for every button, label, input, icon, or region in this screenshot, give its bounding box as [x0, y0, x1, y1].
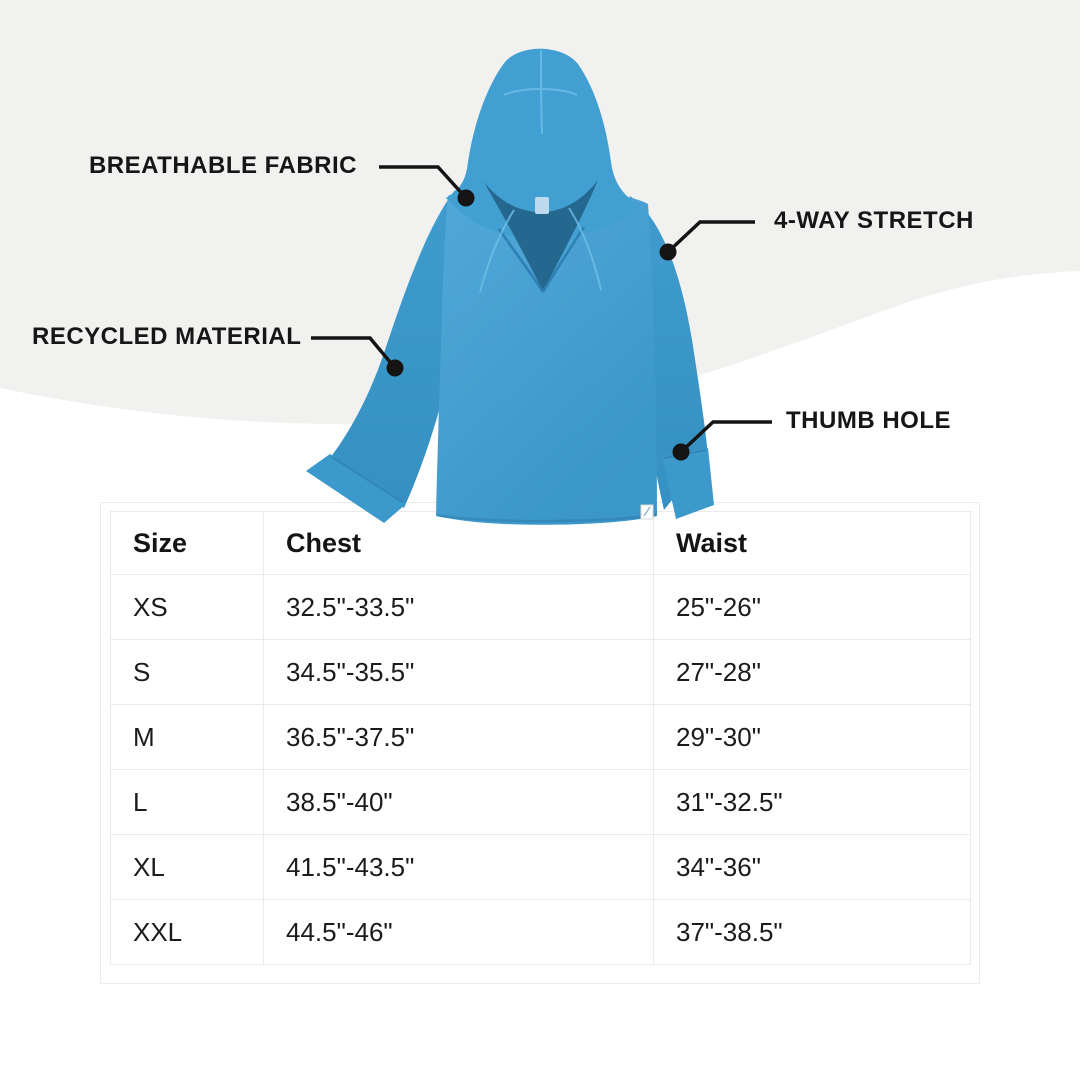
callout-connectors: [311, 165, 772, 454]
callout-dot-four-way-stretch: [659, 243, 677, 261]
neck-tag: [535, 197, 549, 214]
waist-cell: 27"-28": [653, 639, 971, 705]
table-row: S 34.5"-35.5" 27"-28": [110, 639, 971, 705]
waist-cell: 34"-36": [653, 834, 971, 900]
table-row: XXL 44.5"-46" 37"-38.5": [110, 899, 971, 965]
callout-dots: [386, 189, 690, 461]
table-row: XS 32.5"-33.5" 25"-26": [110, 574, 971, 640]
size-chart-table: Size Chest Waist XS 32.5"-33.5" 25"-26" …: [110, 511, 971, 965]
hoodie-body: [436, 187, 657, 525]
callout-line-recycled-material: [311, 336, 397, 370]
right-cuff-seam: [663, 449, 707, 459]
callout-dot-thumb-hole: [672, 443, 690, 461]
hoodie-left-sleeve: [330, 190, 470, 508]
chest-cell: 41.5"-43.5": [263, 834, 654, 900]
callout-line-breathable-fabric: [379, 165, 468, 200]
hood-opening-shadow: [484, 180, 598, 292]
size-cell: XXL: [110, 899, 264, 965]
size-cell: M: [110, 704, 264, 770]
chest-cell: 36.5"-37.5": [263, 704, 654, 770]
left-cuff-seam: [331, 456, 403, 503]
size-chart-card: Size Chest Waist XS 32.5"-33.5" 25"-26" …: [100, 502, 980, 984]
waist-cell: 25"-26": [653, 574, 971, 640]
callout-line-four-way-stretch: [666, 220, 755, 254]
table-row: XL 41.5"-43.5" 34"-36": [110, 834, 971, 900]
callout-label-four-way-stretch: 4-WAY STRETCH: [774, 207, 974, 234]
waist-cell: 29"-30": [653, 704, 971, 770]
chest-cell: 44.5"-46": [263, 899, 654, 965]
callout-dot-breathable-fabric: [457, 189, 475, 207]
callout-label-thumb-hole: THUMB HOLE: [786, 407, 951, 434]
hoodie-product-image: [306, 48, 714, 525]
size-cell: XS: [110, 574, 264, 640]
hoodie-right-sleeve: [626, 196, 708, 510]
table-row: M 36.5"-37.5" 29"-30": [110, 704, 971, 770]
size-cell: XL: [110, 834, 264, 900]
size-cell: S: [110, 639, 264, 705]
neck-crossover-seams: [497, 226, 586, 293]
callout-label-recycled-material: RECYCLED MATERIAL: [32, 323, 302, 350]
chest-cell: 38.5"-40": [263, 769, 654, 835]
column-header-waist: Waist: [653, 511, 971, 575]
size-chart-header-row: Size Chest Waist: [110, 511, 971, 575]
size-cell: L: [110, 769, 264, 835]
callout-line-thumb-hole: [679, 420, 772, 454]
callout-dot-recycled-material: [386, 359, 404, 377]
column-header-size: Size: [110, 511, 264, 575]
callout-label-breathable-fabric: BREATHABLE FABRIC: [88, 152, 357, 179]
waist-cell: 37"-38.5": [653, 899, 971, 965]
hoodie-hood: [446, 48, 640, 239]
chest-cell: 34.5"-35.5": [263, 639, 654, 705]
column-header-chest: Chest: [263, 511, 654, 575]
chest-cell: 32.5"-33.5": [263, 574, 654, 640]
fabric-seams: [479, 49, 602, 293]
waist-cell: 31"-32.5": [653, 769, 971, 835]
table-row: L 38.5"-40" 31"-32.5": [110, 769, 971, 835]
